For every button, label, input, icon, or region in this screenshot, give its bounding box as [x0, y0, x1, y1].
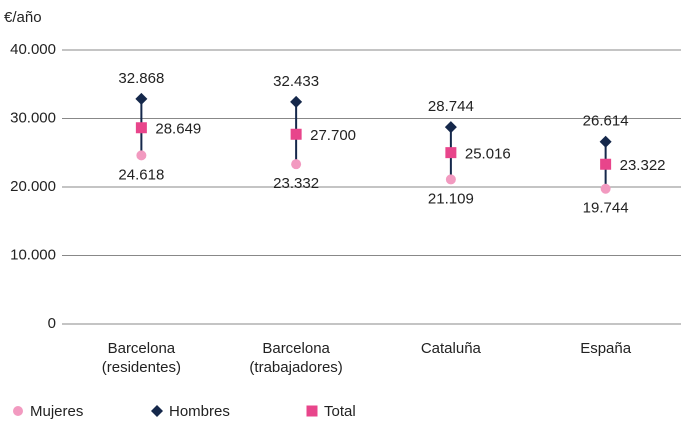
y-axis-label: €/año [4, 9, 42, 26]
data-label: 28.744 [428, 98, 474, 115]
data-point [136, 150, 147, 161]
data-point [291, 159, 302, 170]
data-point [445, 174, 456, 185]
data-point [599, 135, 612, 148]
data-label: 26.614 [583, 113, 629, 130]
data-point [600, 158, 612, 170]
data-point [135, 122, 147, 134]
data-label: 23.322 [620, 157, 666, 174]
legend-marker [306, 405, 318, 417]
y-tick-label: 20.000 [10, 178, 56, 195]
data-point [445, 147, 457, 159]
data-label: 32.433 [273, 73, 319, 90]
x-tick-label: Cataluña [420, 340, 481, 357]
data-point [444, 121, 457, 134]
y-tick-label: 30.000 [10, 109, 56, 126]
y-tick-label: 40.000 [10, 41, 56, 58]
data-point [290, 128, 302, 140]
legend-marker [13, 406, 23, 416]
data-label: 25.016 [465, 146, 511, 163]
data-label: 24.618 [118, 166, 164, 183]
legend-marker [151, 405, 163, 417]
data-label: 27.700 [310, 127, 356, 144]
data-label: 21.109 [428, 190, 474, 207]
data-label: 19.744 [583, 200, 629, 217]
data-point [290, 95, 303, 108]
x-tick-label: Barcelona (trabajadores) [249, 340, 343, 376]
x-tick-label: Barcelona (residentes) [101, 340, 181, 376]
legend-label: Mujeres [30, 403, 83, 420]
y-tick-label: 0 [48, 315, 56, 332]
data-label: 32.868 [118, 70, 164, 87]
x-tick-label: España [580, 340, 632, 357]
data-point [135, 92, 148, 105]
y-tick-label: 10.000 [10, 246, 56, 263]
legend-label: Total [324, 403, 356, 420]
legend-label: Hombres [169, 403, 230, 420]
data-point [600, 183, 611, 194]
data-label: 28.649 [155, 121, 201, 138]
data-label: 23.332 [273, 175, 319, 192]
